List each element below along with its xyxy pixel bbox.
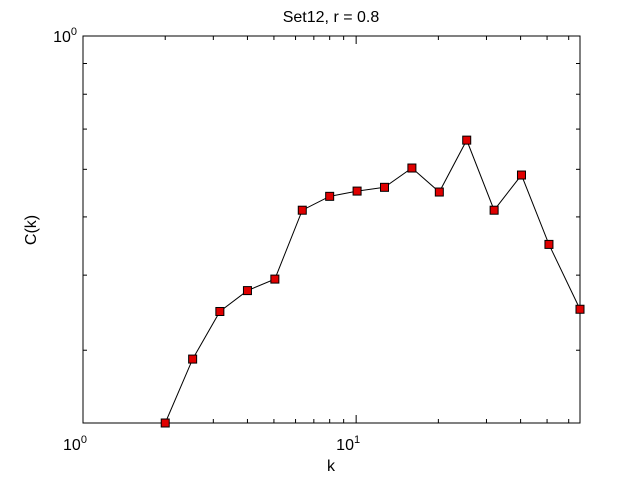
data-point <box>462 135 472 145</box>
data-point <box>575 304 585 314</box>
data-point <box>379 182 389 192</box>
data-point <box>270 274 280 284</box>
series-line <box>164 138 581 424</box>
data-point <box>407 163 417 173</box>
x-tick-label: 101 <box>336 434 360 454</box>
data-point <box>544 239 554 249</box>
x-tick-label: 100 <box>63 434 87 454</box>
y-axis-label: C(k) <box>23 215 40 245</box>
data-point <box>489 205 499 215</box>
data-point <box>325 191 335 201</box>
data-point <box>434 187 444 197</box>
plot-frame <box>82 35 581 424</box>
data-point <box>352 186 362 196</box>
data-point <box>242 286 252 296</box>
y-tick-label: 100 <box>53 26 77 46</box>
data-point <box>188 354 198 364</box>
chart-title: Set12, r = 0.8 <box>283 9 380 26</box>
data-point <box>516 170 526 180</box>
data-point <box>297 205 307 215</box>
data-point <box>160 418 170 428</box>
data-point <box>215 306 225 316</box>
x-axis-label: k <box>327 458 336 475</box>
